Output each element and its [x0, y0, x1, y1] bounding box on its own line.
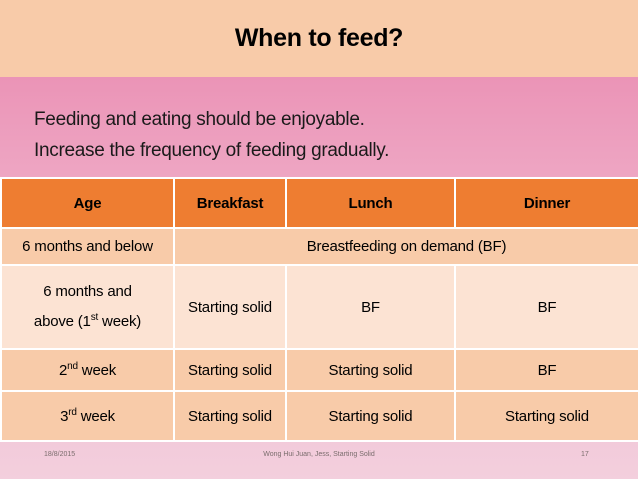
- header-age: Age: [0, 177, 175, 229]
- table-row: 3rd week Starting solid Starting solid S…: [0, 390, 638, 442]
- age-sup: rd: [68, 406, 77, 418]
- cell-age: 3rd week: [0, 390, 175, 442]
- header-lunch: Lunch: [285, 177, 456, 229]
- cell-breakfast: Starting solid: [173, 264, 287, 350]
- age-post: week: [77, 361, 117, 379]
- slide-title: When to feed?: [234, 24, 404, 52]
- age-num: 2: [58, 361, 68, 379]
- cell-breakfast: Starting solid: [173, 348, 287, 392]
- table-row: 2nd week Starting solid Starting solid B…: [0, 348, 638, 392]
- age-line2-pre: above (1: [33, 313, 91, 330]
- cell-breakfast: Starting solid: [173, 390, 287, 442]
- age-line2-post: week): [98, 313, 142, 330]
- header-breakfast: Breakfast: [173, 177, 287, 229]
- cell-age: 6 months and below: [0, 227, 175, 266]
- footer-author: Wong Hui Juan, Jess, Starting Solid: [263, 451, 375, 458]
- cell-dinner: BF: [454, 348, 638, 392]
- age-num: 3: [60, 407, 69, 425]
- cell-lunch: BF: [285, 264, 456, 350]
- bullet-item: Increase the frequency of feeding gradua…: [34, 140, 390, 161]
- footer-date: 18/8/2015: [44, 451, 76, 458]
- age-post: week: [76, 407, 115, 425]
- table-header-row: Age Breakfast Lunch Dinner: [0, 177, 638, 229]
- footer-page-number: 17: [581, 451, 589, 458]
- header-dinner: Dinner: [454, 177, 638, 229]
- bullet-item: Feeding and eating should be enjoyable.: [34, 109, 365, 130]
- cell-merged: Breastfeeding on demand (BF): [173, 227, 638, 266]
- bullet-list: Feeding and eating should be enjoyable. …: [34, 104, 389, 166]
- cell-lunch: Starting solid: [285, 348, 456, 392]
- table-row: 6 months and below Breastfeeding on dema…: [0, 227, 638, 266]
- cell-lunch: Starting solid: [285, 390, 456, 442]
- table-row: 6 months and above (1st week) Starting s…: [0, 264, 638, 350]
- cell-age: 6 months and above (1st week): [0, 264, 175, 350]
- feeding-table: Age Breakfast Lunch Dinner 6 months and …: [0, 177, 638, 442]
- age-line2-sup: st: [90, 312, 99, 323]
- age-sup: nd: [67, 360, 78, 372]
- title-bar: When to feed?: [0, 0, 638, 77]
- age-line1: 6 months and: [43, 283, 132, 300]
- cell-dinner: BF: [454, 264, 638, 350]
- cell-dinner: Starting solid: [454, 390, 638, 442]
- cell-age: 2nd week: [0, 348, 175, 392]
